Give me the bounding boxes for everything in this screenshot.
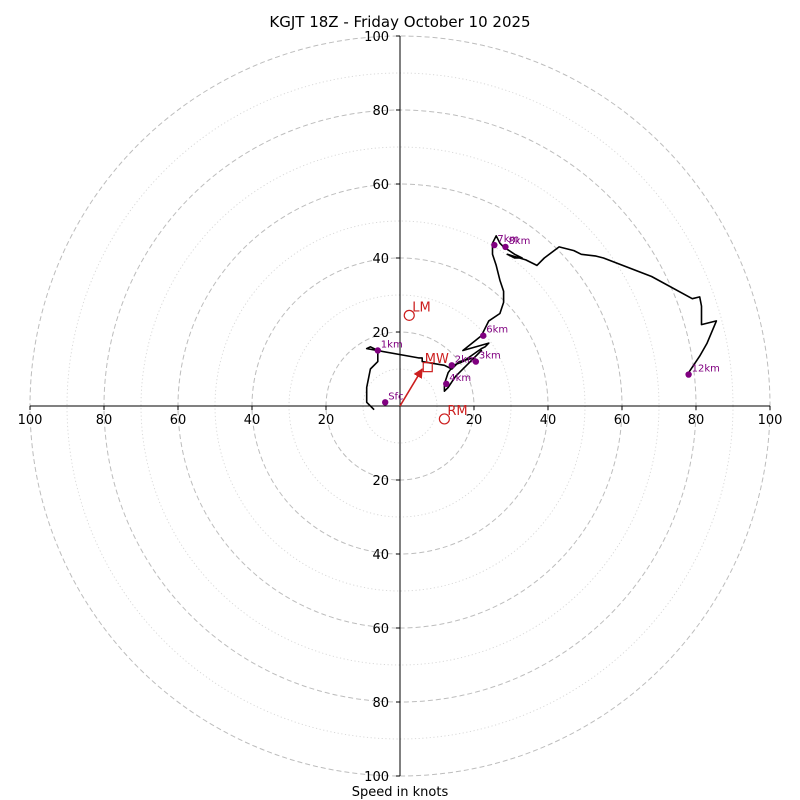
tick-label-east: 100 (758, 413, 783, 428)
tick-label-west: 100 (18, 413, 43, 428)
tick-label-south: 40 (372, 548, 389, 563)
tick-label-east: 20 (466, 413, 483, 428)
hodograph-trace (365, 235, 718, 411)
height-point (480, 332, 487, 339)
storm-motion-markers: LM RM MW (399, 300, 468, 425)
height-point (491, 241, 498, 249)
tick-label-north: 100 (364, 30, 389, 45)
tick-label-north: 80 (372, 104, 389, 119)
mw-square-marker (422, 362, 433, 373)
height-point-label: 8km (508, 236, 530, 247)
tick-label-east: 80 (688, 413, 705, 428)
height-point-label: 1km (381, 340, 403, 351)
rm-label: RM (447, 404, 467, 419)
tick-label-south: 20 (372, 474, 389, 489)
height-point (502, 243, 509, 251)
height-point (472, 358, 480, 365)
tick-label-west: 20 (318, 413, 335, 428)
tick-label-east: 60 (614, 413, 631, 428)
height-point (685, 371, 692, 378)
mw-label: MW (425, 352, 449, 367)
hodograph-trace-group (365, 235, 718, 411)
height-point-label: 4km (449, 373, 471, 384)
tick-label-west: 60 (170, 413, 187, 428)
tick-label-north: 20 (372, 326, 389, 341)
axis-tick-labels: 20 20 20 20 40 40 40 40 60 60 60 60 80 80 80 80 100 100 10… (18, 30, 783, 785)
tick-label-north: 60 (372, 178, 389, 193)
chart-title: KGJT 18Z - Friday October 10 2025 (269, 13, 530, 31)
height-point-label: 7km (497, 234, 519, 245)
tick-label-south: 60 (372, 622, 389, 637)
lm-circle-marker (403, 309, 415, 321)
tick-label-east: 40 (540, 413, 557, 428)
tick-label-south: 100 (364, 770, 389, 785)
tick-label-south: 80 (372, 696, 389, 711)
tick-label-west: 80 (96, 413, 113, 428)
height-point-label: 12km (692, 364, 720, 375)
height-point (382, 399, 389, 406)
height-point-label: 3km (479, 351, 501, 362)
height-point (443, 380, 450, 387)
lm-label: LM (412, 300, 430, 315)
height-point (374, 347, 381, 354)
mean-wind-arrow (399, 368, 423, 407)
x-axis-label: Speed in knots (352, 785, 449, 800)
tick-label-west: 40 (244, 413, 261, 428)
height-point-label: 2km (455, 354, 477, 365)
height-point-label: Sfc (388, 391, 403, 402)
height-point (448, 362, 455, 369)
height-point-label: 6km (486, 325, 508, 336)
rm-circle-marker (438, 413, 450, 425)
tick-label-north: 40 (372, 252, 389, 267)
